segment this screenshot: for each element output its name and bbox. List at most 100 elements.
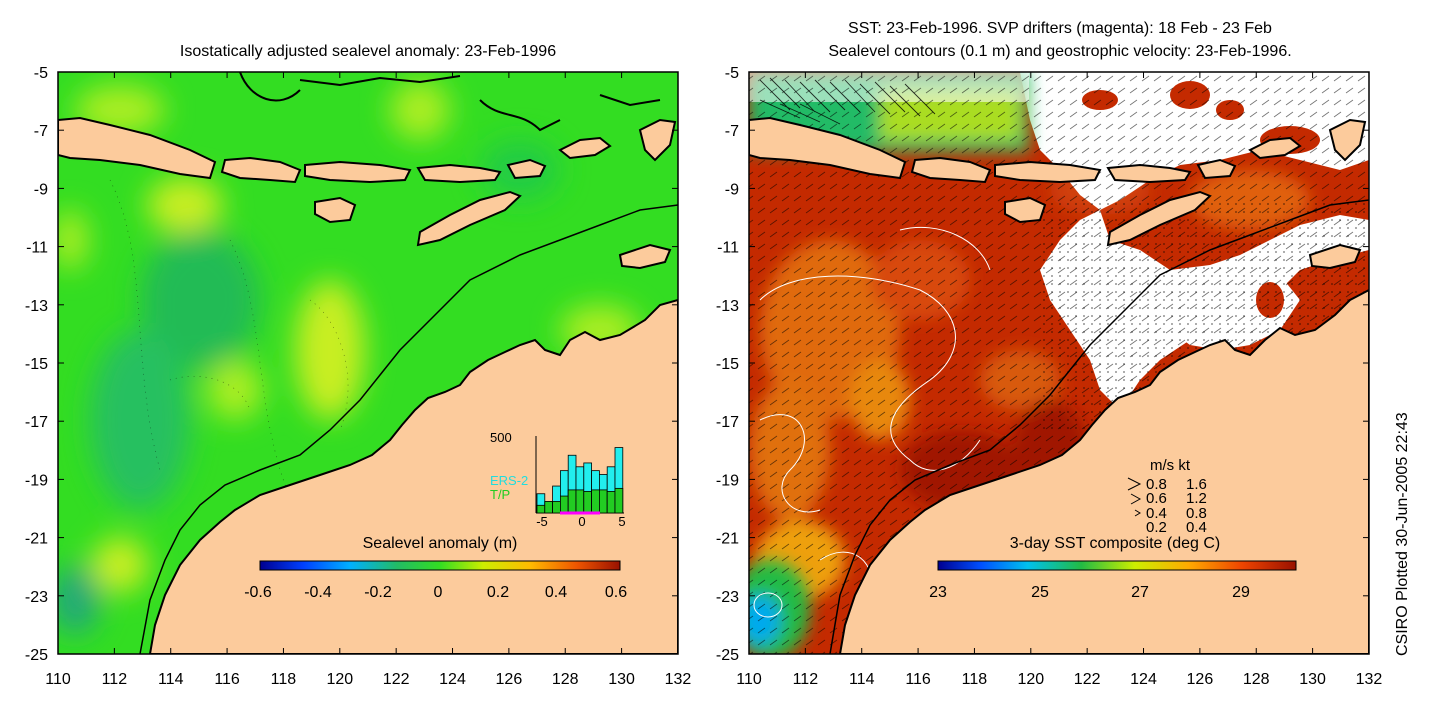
sst-colorbar: 3-day SST composite (deg C) 23 25 27 29 xyxy=(929,535,1297,601)
latitude-label: -9 xyxy=(725,181,739,198)
latitude-label: -5 xyxy=(34,65,48,82)
right-longitude-axis: 110 112 114 116 118 120 122 124 126 128 130 132 xyxy=(736,72,1382,688)
histogram-xtick: 5 xyxy=(618,514,625,529)
latitude-label: -13 xyxy=(25,298,48,315)
longitude-label: 116 xyxy=(214,671,240,688)
histogram-bar-tp xyxy=(536,504,546,514)
longitude-label: 114 xyxy=(849,671,875,688)
velocity-key-kt: 0.4 xyxy=(1186,519,1207,536)
sealevel-tick: 0.2 xyxy=(487,584,509,601)
velocity-key-ms: 0.8 xyxy=(1146,476,1167,493)
latitude-label: -7 xyxy=(34,123,48,140)
velocity-key-ms: 0.6 xyxy=(1146,490,1167,507)
longitude-label: 126 xyxy=(496,671,523,688)
longitude-label: 132 xyxy=(1356,671,1383,688)
longitude-label: 112 xyxy=(793,671,819,688)
velocity-key-ms: 0.4 xyxy=(1146,505,1167,522)
latitude-label: -17 xyxy=(716,414,739,431)
left-map-title: Isostatically adjusted sealevel anomaly:… xyxy=(180,43,556,60)
histogram-bar-tp xyxy=(575,489,585,514)
histogram-xtick: 0 xyxy=(578,514,585,529)
longitude-label: 112 xyxy=(102,671,128,688)
velocity-key-header: m/s kt xyxy=(1150,457,1191,474)
histogram-bar-tp xyxy=(591,489,600,514)
sst-colorbar-label: 3-day SST composite (deg C) xyxy=(1010,535,1220,552)
velocity-key-kt: 1.6 xyxy=(1186,476,1207,493)
sealevel-tick: 0 xyxy=(434,584,443,601)
histogram-bar-tp xyxy=(614,487,624,514)
histogram-bar-tp xyxy=(544,501,553,514)
left-latitude-axis: -5 -7 -9 -11 -13 -15 -17 -19 -21 -23 -25 xyxy=(25,65,678,664)
longitude-label: 124 xyxy=(1130,671,1157,688)
longitude-label: 116 xyxy=(905,671,931,688)
histogram-bar-tp xyxy=(583,491,592,514)
sst-field xyxy=(749,72,1369,654)
sealevel-tick: 0.6 xyxy=(605,584,627,601)
latitude-label: -19 xyxy=(716,472,739,489)
longitude-label: 130 xyxy=(608,671,635,688)
latitude-label: -7 xyxy=(725,123,739,140)
longitude-label: 114 xyxy=(158,671,184,688)
longitude-label: 110 xyxy=(45,671,71,688)
latitude-label: -11 xyxy=(26,240,48,257)
plot-credit: CSIRO Plotted 30-Jun-2005 22:43 xyxy=(1394,412,1411,656)
left-longitude-axis: 110 112 114 116 118 120 122 124 126 128 130 132 xyxy=(45,72,691,688)
latitude-label: -9 xyxy=(34,181,48,198)
histogram-bar-tp xyxy=(560,495,569,514)
latitude-label: -23 xyxy=(25,589,48,606)
latitude-label: -11 xyxy=(717,240,739,257)
longitude-label: 120 xyxy=(1017,671,1044,688)
latitude-label: -21 xyxy=(716,531,739,548)
sealevel-tick: 0.4 xyxy=(545,584,567,601)
sealevel-tick: -0.2 xyxy=(364,584,392,601)
velocity-key-kt: 0.8 xyxy=(1186,505,1207,522)
histogram-max-label: 500 xyxy=(490,430,512,445)
right-latitude-axis: -5 -7 -9 -11 -13 -15 -17 -19 -21 -23 -25 xyxy=(716,65,1369,664)
longitude-label: 122 xyxy=(1074,671,1101,688)
histogram-bar-tp xyxy=(567,489,577,514)
histogram-xtick: -5 xyxy=(536,514,548,529)
sst-tick: 27 xyxy=(1131,584,1149,601)
latitude-label: -5 xyxy=(725,65,739,82)
latitude-label: -13 xyxy=(716,298,739,315)
longitude-label: 128 xyxy=(552,671,579,688)
histogram-bar-tp xyxy=(606,491,616,514)
latitude-label: -23 xyxy=(716,589,739,606)
longitude-label: 132 xyxy=(665,671,692,688)
longitude-label: 110 xyxy=(736,671,762,688)
sst-tick: 29 xyxy=(1232,584,1250,601)
longitude-label: 130 xyxy=(1299,671,1326,688)
latitude-label: -15 xyxy=(716,356,739,373)
velocity-key-kt: 1.2 xyxy=(1186,490,1207,507)
sealevel-colorbar-label: Sealevel anomaly (m) xyxy=(363,535,518,552)
sealevel-colorbar: Sealevel anomaly (m) -0.6 -0.4 -0.2 0 0.… xyxy=(244,535,627,601)
histogram-bar-tp xyxy=(552,501,561,514)
histogram-bar-tp xyxy=(599,489,608,514)
longitude-label: 126 xyxy=(1187,671,1214,688)
longitude-label: 122 xyxy=(383,671,410,688)
longitude-label: 118 xyxy=(962,671,988,688)
latitude-label: -21 xyxy=(25,531,48,548)
sst-map: SST: 23-Feb-1996. SVP drifters (magenta)… xyxy=(716,20,1383,688)
sealevel-anomaly-map: Isostatically adjusted sealevel anomaly:… xyxy=(25,43,692,688)
indonesia-islands xyxy=(58,116,677,270)
longitude-label: 128 xyxy=(1243,671,1270,688)
indonesia-islands-right xyxy=(749,116,1367,270)
sst-tick: 25 xyxy=(1031,584,1049,601)
latitude-label: -15 xyxy=(25,356,48,373)
sst-tick: 23 xyxy=(929,584,947,601)
right-map-title-line1: SST: 23-Feb-1996. SVP drifters (magenta)… xyxy=(848,20,1272,37)
latitude-label: -17 xyxy=(25,414,48,431)
velocity-key: m/s kt 0.8 1.6 0.6 1.2 0.4 0.8 0.2 0.4 xyxy=(1127,457,1207,536)
longitude-label: 124 xyxy=(439,671,466,688)
legend-ers2: ERS-2 xyxy=(490,473,528,488)
latitude-label: -25 xyxy=(716,647,739,664)
longitude-label: 120 xyxy=(326,671,353,688)
sealevel-tick: -0.4 xyxy=(304,584,332,601)
velocity-key-ms: 0.2 xyxy=(1146,519,1167,536)
latitude-label: -19 xyxy=(25,472,48,489)
right-map-title-line2: Sealevel contours (0.1 m) and geostrophi… xyxy=(828,43,1291,60)
legend-tp: T/P xyxy=(490,487,510,502)
sealevel-tick: -0.6 xyxy=(244,584,272,601)
